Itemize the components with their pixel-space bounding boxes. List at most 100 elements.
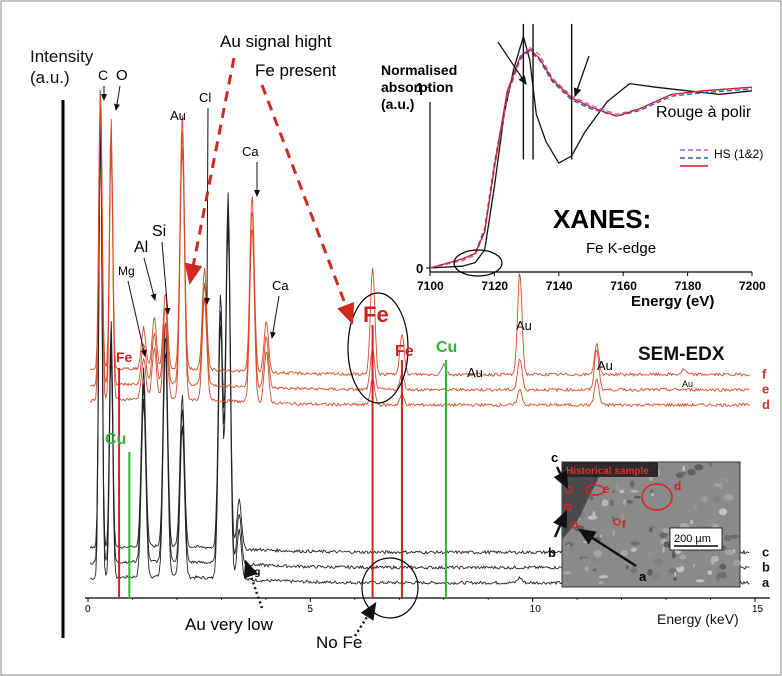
annotation-au-signal: Au signal hight — [220, 32, 332, 51]
sem-grain — [651, 573, 660, 579]
sem-title-bg — [562, 462, 658, 477]
xanes-series-3 — [429, 48, 753, 269]
sem-grain — [601, 499, 609, 507]
sem-grain — [630, 541, 640, 546]
sem-grain — [621, 513, 624, 521]
sem-grain — [612, 530, 616, 536]
label-fe-left: Fe — [116, 349, 133, 365]
xanes-series-0 — [429, 35, 753, 269]
sem-grain — [707, 570, 713, 576]
sem-grain — [717, 571, 728, 579]
sem-outer-label-c: c — [551, 450, 558, 465]
pointer-o — [114, 85, 121, 111]
edx-series-label-e: e — [762, 382, 769, 397]
xanes-x-tick-label: 7140 — [546, 279, 573, 293]
sem-grain — [714, 483, 721, 487]
sem-grain — [662, 546, 665, 554]
sem-grain — [680, 471, 687, 475]
pointer-mg — [127, 280, 147, 357]
sem-grain — [720, 477, 725, 480]
edx-x-ticks: 0 5 10 15 — [85, 598, 764, 615]
sem-title: Historical sample — [566, 466, 649, 477]
sem-grain — [626, 500, 632, 504]
fe-present-ellipse — [347, 292, 409, 404]
xanes-ylabel-2: absorption — [381, 79, 453, 95]
sem-grain — [688, 511, 696, 515]
sem-grain — [723, 493, 734, 501]
legend-rouge-a-polir: Rouge à polir — [656, 104, 752, 121]
xanes-x-tick-label: 7180 — [675, 279, 702, 293]
xanes-ylabel-3: (a.u.) — [381, 96, 414, 112]
sem-grain — [701, 495, 708, 502]
edx-series-e — [90, 89, 750, 393]
sem-grain — [723, 534, 732, 542]
sem-grain — [693, 504, 698, 510]
sem-label-d: d — [674, 479, 681, 493]
sem-region-d — [641, 483, 673, 511]
legend-hs: HS (1&2) — [714, 147, 763, 161]
edx-series-label-c: c — [762, 544, 769, 559]
edx-x-tick-label: 5 — [307, 604, 313, 615]
sem-grain — [659, 532, 668, 539]
pointer-al — [143, 257, 157, 301]
sem-point-a — [570, 521, 578, 529]
sem-grain — [650, 489, 653, 493]
peak-label-au-1: Au — [170, 108, 186, 123]
red-dashed-arrows — [184, 57, 355, 325]
pointer-cl — [204, 107, 211, 305]
edx-x-tick-label: 0 — [85, 604, 91, 615]
edx-peak-labels: C O Mg Al Si Au Cl Ca Ca Au Au Au Au Ag — [98, 67, 693, 578]
annotation-fe-present: Fe present — [255, 61, 337, 80]
sem-grain — [645, 536, 649, 540]
sem-grain — [724, 549, 735, 555]
sem-grain — [687, 469, 696, 476]
sem-grain — [693, 563, 695, 568]
peak-label-au-5: Au — [682, 379, 693, 389]
xanes-ticks: 7100 7120 7140 7160 7180 7200 0 1 — [416, 80, 766, 293]
sem-grain — [649, 527, 653, 533]
sem-arrow-a — [577, 528, 637, 568]
sem-grain — [718, 508, 728, 516]
sem-grain — [711, 555, 720, 562]
sem-grain — [615, 483, 619, 491]
xanes-series-1 — [429, 46, 753, 269]
xanes-ylabel-1: Normalised — [381, 62, 457, 78]
sem-grain — [592, 568, 597, 572]
sem-grain — [562, 571, 572, 575]
edx-series-label-b: b — [762, 560, 770, 575]
sem-scale-box — [669, 527, 723, 551]
label-cu-right: Cu — [436, 339, 457, 356]
sem-grain — [630, 490, 638, 493]
sem-grain — [630, 547, 637, 552]
peak-label-si: Si — [152, 223, 166, 240]
sem-grain — [647, 551, 652, 558]
xanes-marked-energies — [522, 23, 573, 160]
sem-grain — [582, 558, 588, 561]
edx-y-label-1: Intensity — [30, 47, 94, 66]
peak-label-mg: Mg — [118, 264, 135, 278]
xanes-title: XANES: — [553, 204, 651, 234]
sem-scale-label: 200 µm — [674, 533, 711, 545]
peak-pointer-arrows — [101, 85, 280, 357]
sem-grain — [725, 478, 729, 483]
sem-region-e — [585, 484, 605, 496]
sem-grain — [709, 462, 712, 467]
sem-outer-label-a: a — [639, 569, 647, 584]
edx-y-label-2: (a.u.) — [30, 68, 70, 87]
peak-label-au-2: Au — [467, 365, 483, 380]
peak-label-al: Al — [134, 239, 148, 256]
xanes-arrow-1 — [497, 41, 527, 86]
sem-grain — [604, 488, 611, 494]
sem-grain — [693, 464, 704, 471]
sem-grain — [719, 563, 727, 570]
sem-grain — [623, 499, 626, 506]
peak-label-au-3: Au — [516, 318, 532, 333]
sem-grain — [662, 528, 670, 533]
sem-grain — [599, 534, 603, 538]
edx-series-d — [90, 99, 750, 408]
peak-label-c: C — [98, 67, 108, 83]
sem-grain — [719, 482, 723, 490]
